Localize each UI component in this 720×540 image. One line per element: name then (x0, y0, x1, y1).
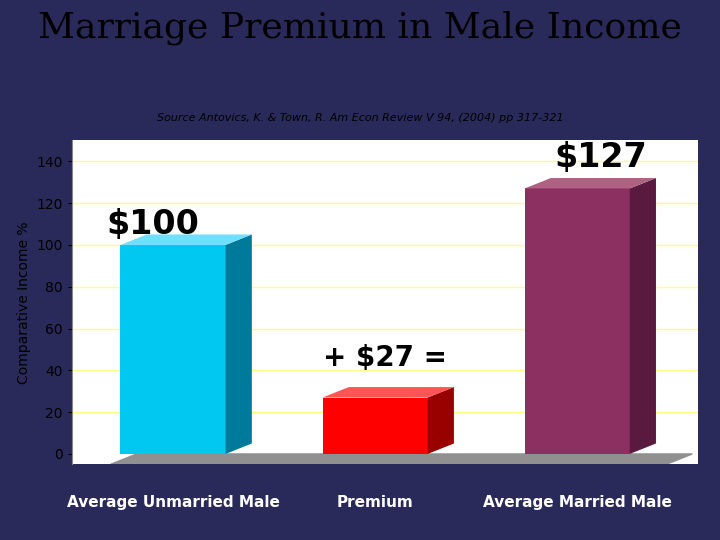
Text: Source Antovics, K. & Town, R. Am Econ Review V 94, (2004) pp 317-321: Source Antovics, K. & Town, R. Am Econ R… (157, 113, 563, 124)
Text: + $27 =: + $27 = (323, 345, 447, 373)
Text: Marriage Premium in Male Income: Marriage Premium in Male Income (38, 11, 682, 45)
Y-axis label: Comparative Income %: Comparative Income % (17, 221, 31, 383)
Bar (323, 397, 428, 454)
Bar (525, 188, 630, 454)
Text: $100: $100 (107, 208, 199, 241)
Polygon shape (110, 454, 693, 464)
Polygon shape (120, 234, 252, 245)
Text: Average Unmarried Male: Average Unmarried Male (66, 495, 279, 510)
Text: Average Married Male: Average Married Male (482, 495, 672, 510)
Polygon shape (428, 387, 454, 454)
Bar (120, 245, 225, 454)
Text: Premium: Premium (337, 495, 413, 510)
Polygon shape (323, 387, 454, 397)
Polygon shape (630, 178, 656, 454)
Polygon shape (225, 234, 252, 454)
Polygon shape (525, 178, 656, 188)
Text: $127: $127 (554, 141, 647, 174)
